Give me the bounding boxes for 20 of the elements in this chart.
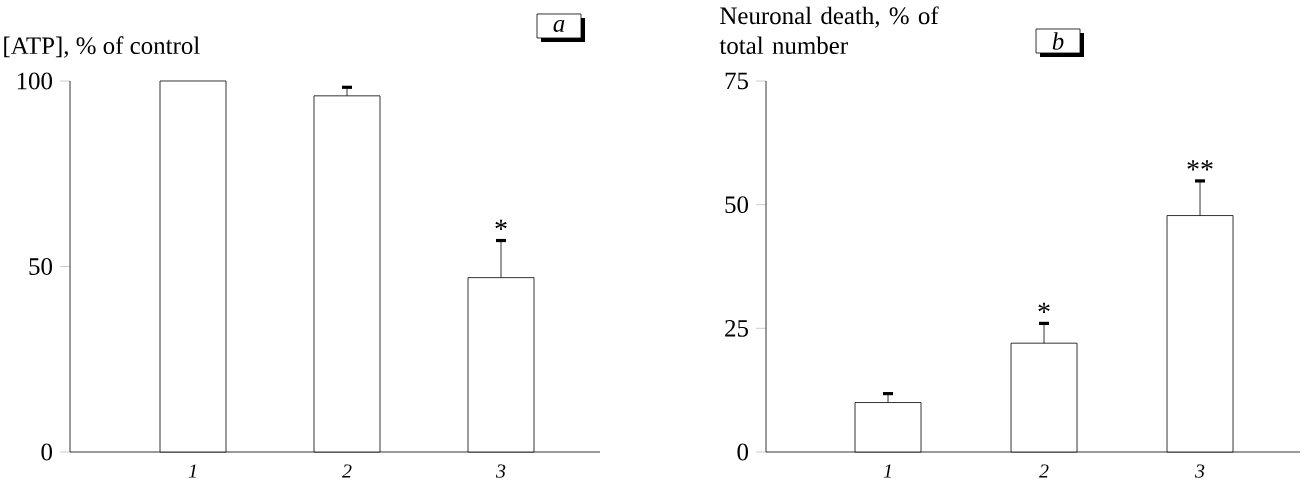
y-tick-label: 25	[725, 319, 748, 337]
chart-title: a	[553, 20, 565, 32]
annotation: *	[495, 219, 507, 231]
annotation: **	[1187, 160, 1213, 171]
x-tick-label: 1	[883, 464, 891, 478]
x-tick-label: 2	[1039, 464, 1049, 478]
y-tick-label: 50	[29, 258, 53, 275]
annotation: *	[1038, 302, 1050, 313]
y-axis-title: [ATP], % of control	[4, 36, 200, 58]
x-tick-label: 3	[1195, 464, 1205, 478]
x-tick-label: 2	[342, 464, 352, 478]
y-tick-label: 75	[725, 72, 748, 90]
y-axis-title: Neuronal death, % of total number	[719, 6, 939, 55]
x-tick-label: 1	[188, 464, 196, 478]
y-tick-label: 0	[737, 443, 749, 461]
y-tick-label: 0	[41, 443, 53, 461]
y-tick-label: 100	[17, 72, 53, 90]
y-tick-label: 50	[725, 196, 749, 214]
chart-title: b	[1052, 32, 1064, 50]
x-tick-label: 3	[495, 464, 506, 478]
